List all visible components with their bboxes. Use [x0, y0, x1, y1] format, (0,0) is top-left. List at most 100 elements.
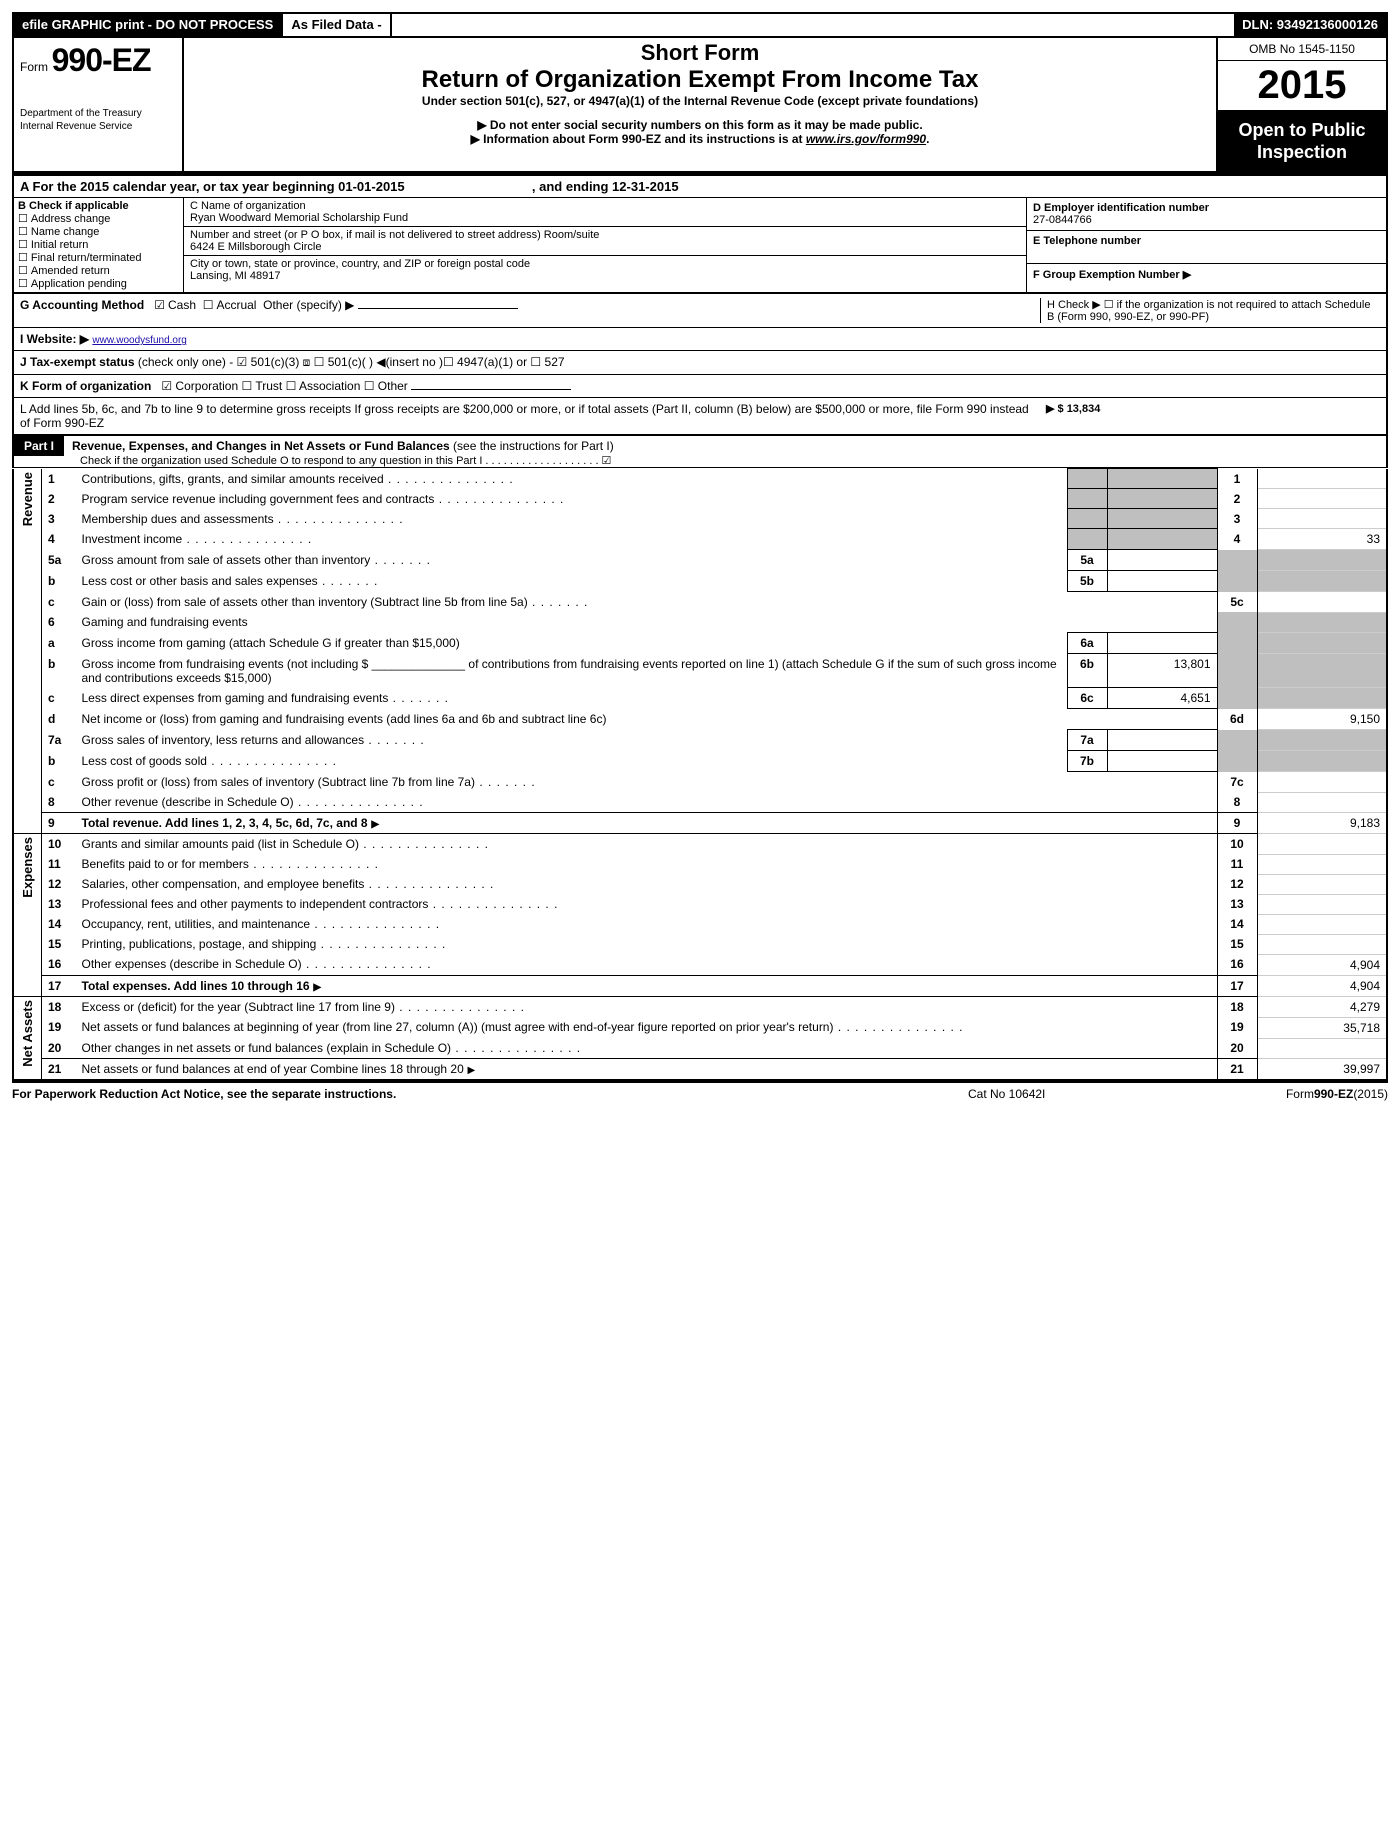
- l5b-sv: [1107, 571, 1217, 592]
- l20-num: 20: [42, 1038, 76, 1059]
- l4-num: 4: [42, 529, 76, 550]
- e-label: E Telephone number: [1033, 235, 1380, 247]
- l19-rn: 19: [1217, 1017, 1257, 1038]
- info-post: .: [926, 132, 929, 146]
- l18-rv: 4,279: [1257, 996, 1387, 1017]
- l15-num: 15: [42, 934, 76, 954]
- l11-desc: Benefits paid to or for members: [76, 854, 1218, 874]
- l13-rn: 13: [1217, 894, 1257, 914]
- l2-desc: Program service revenue including govern…: [76, 489, 1068, 509]
- l9-rv: 9,183: [1257, 813, 1387, 834]
- l1-rn: 1: [1217, 469, 1257, 489]
- section-text: Under section 501(c), 527, or 4947(a)(1)…: [190, 94, 1210, 108]
- b-opt-pending[interactable]: Application pending: [18, 277, 179, 290]
- b-opt-amended[interactable]: Amended return: [18, 264, 179, 277]
- l7a-num: 7a: [42, 730, 76, 751]
- top-bar: efile GRAPHIC print - DO NOT PROCESS As …: [12, 12, 1388, 38]
- l10-num: 10: [42, 834, 76, 855]
- l21-rn: 21: [1217, 1059, 1257, 1081]
- l3-rv: [1257, 509, 1387, 529]
- l10-rv: [1257, 834, 1387, 855]
- k-other-blank[interactable]: [411, 389, 571, 390]
- b-opt-name[interactable]: Name change: [18, 225, 179, 238]
- block-k: K Form of organization ☑ Corporation ☐ T…: [12, 375, 1388, 398]
- l9-rn: 9: [1217, 813, 1257, 834]
- part1-title: Revenue, Expenses, and Changes in Net As…: [72, 439, 450, 453]
- l13-num: 13: [42, 894, 76, 914]
- irs-link[interactable]: www.irs.gov/form990: [806, 132, 926, 146]
- l8-desc: Other revenue (describe in Schedule O): [76, 792, 1218, 813]
- c-city-label: City or town, state or province, country…: [190, 258, 1020, 270]
- l5a-desc: Gross amount from sale of assets other t…: [76, 550, 1068, 571]
- l7b-desc: Less cost of goods sold: [76, 751, 1068, 772]
- l-text: L Add lines 5b, 6c, and 7b to line 9 to …: [20, 402, 1040, 430]
- l6c-sv: 4,651: [1107, 688, 1217, 709]
- j-text: (check only one) - ☑ 501(c)(3) ⧈ ☐ 501(c…: [138, 355, 565, 369]
- l14-rn: 14: [1217, 914, 1257, 934]
- l18-num: 18: [42, 996, 76, 1017]
- l10-rn: 10: [1217, 834, 1257, 855]
- c-addr: 6424 E Millsborough Circle: [190, 241, 1020, 253]
- website-link[interactable]: www.woodysfund.org: [92, 335, 187, 346]
- l2-num: 2: [42, 489, 76, 509]
- l5b-desc: Less cost or other basis and sales expen…: [76, 571, 1068, 592]
- l6-desc: Gaming and fundraising events: [76, 612, 1218, 633]
- c-name-label: C Name of organization: [190, 200, 1020, 212]
- l6b-sn: 6b: [1067, 654, 1107, 688]
- l14-desc: Occupancy, rent, utilities, and maintena…: [76, 914, 1218, 934]
- dept-irs: Internal Revenue Service: [20, 120, 176, 133]
- section-net-assets: Net Assets: [20, 1000, 35, 1067]
- l7a-sn: 7a: [1067, 730, 1107, 751]
- l3-desc: Membership dues and assessments: [76, 509, 1068, 529]
- l4-desc: Investment income: [76, 529, 1068, 550]
- l19-desc: Net assets or fund balances at beginning…: [76, 1017, 1218, 1038]
- l8-rv: [1257, 792, 1387, 813]
- l6a-num: a: [42, 633, 76, 654]
- l18-rn: 18: [1217, 996, 1257, 1017]
- l5a-num: 5a: [42, 550, 76, 571]
- f-label: F Group Exemption Number ▶: [1033, 268, 1380, 281]
- meta-grid: B Check if applicable Address change Nam…: [12, 197, 1388, 294]
- d-ein: 27-0844766: [1033, 214, 1380, 226]
- omb-no: OMB No 1545-1150: [1218, 38, 1386, 61]
- l9-num: 9: [42, 813, 76, 834]
- l6c-num: c: [42, 688, 76, 709]
- part1-header: Part I Revenue, Expenses, and Changes in…: [12, 436, 1388, 468]
- b-opt-final[interactable]: Final return/terminated: [18, 251, 179, 264]
- ssn-warning: ▶ Do not enter social security numbers o…: [190, 118, 1210, 132]
- h-text: H Check ▶ ☐ if the organization is not r…: [1040, 298, 1380, 323]
- g-other-blank[interactable]: [358, 308, 518, 309]
- footer-form: 990-EZ: [1314, 1087, 1353, 1101]
- l7b-num: b: [42, 751, 76, 772]
- l18-desc: Excess or (deficit) for the year (Subtra…: [76, 996, 1218, 1017]
- l1-desc: Contributions, gifts, grants, and simila…: [76, 469, 1068, 489]
- l14-rv: [1257, 914, 1387, 934]
- a-begin: A For the 2015 calendar year, or tax yea…: [20, 179, 405, 194]
- g-cash[interactable]: Cash: [154, 298, 196, 312]
- k-text: ☑ Corporation ☐ Trust ☐ Association ☐ Ot…: [161, 379, 407, 393]
- l2-rv: [1257, 489, 1387, 509]
- l5c-desc: Gain or (loss) from sale of assets other…: [76, 592, 1218, 613]
- l19-rv: 35,718: [1257, 1017, 1387, 1038]
- b-opt-initial[interactable]: Initial return: [18, 238, 179, 251]
- c-addr-label: Number and street (or P O box, if mail i…: [190, 229, 1020, 241]
- g-accrual[interactable]: Accrual: [203, 298, 257, 312]
- l12-num: 12: [42, 874, 76, 894]
- l8-rn: 8: [1217, 792, 1257, 813]
- l6c-sn: 6c: [1067, 688, 1107, 709]
- l5c-num: c: [42, 592, 76, 613]
- k-label: K Form of organization: [20, 379, 151, 393]
- l6a-desc: Gross income from gaming (attach Schedul…: [76, 633, 1068, 654]
- b-opt-address[interactable]: Address change: [18, 212, 179, 225]
- l17-desc: Total expenses. Add lines 10 through 16: [76, 975, 1218, 996]
- l6a-sv: [1107, 633, 1217, 654]
- block-i: I Website: ▶ www.woodysfund.org: [12, 328, 1388, 351]
- part1-sub: Check if the organization used Schedule …: [72, 455, 611, 467]
- page-footer: For Paperwork Reduction Act Notice, see …: [12, 1081, 1388, 1101]
- open-public-2: Inspection: [1222, 142, 1382, 164]
- l6d-num: d: [42, 709, 76, 730]
- l6b-num: b: [42, 654, 76, 688]
- block-gh: G Accounting Method Cash Accrual Other (…: [12, 294, 1388, 328]
- g-label: G Accounting Method: [20, 298, 144, 312]
- l5a-sn: 5a: [1067, 550, 1107, 571]
